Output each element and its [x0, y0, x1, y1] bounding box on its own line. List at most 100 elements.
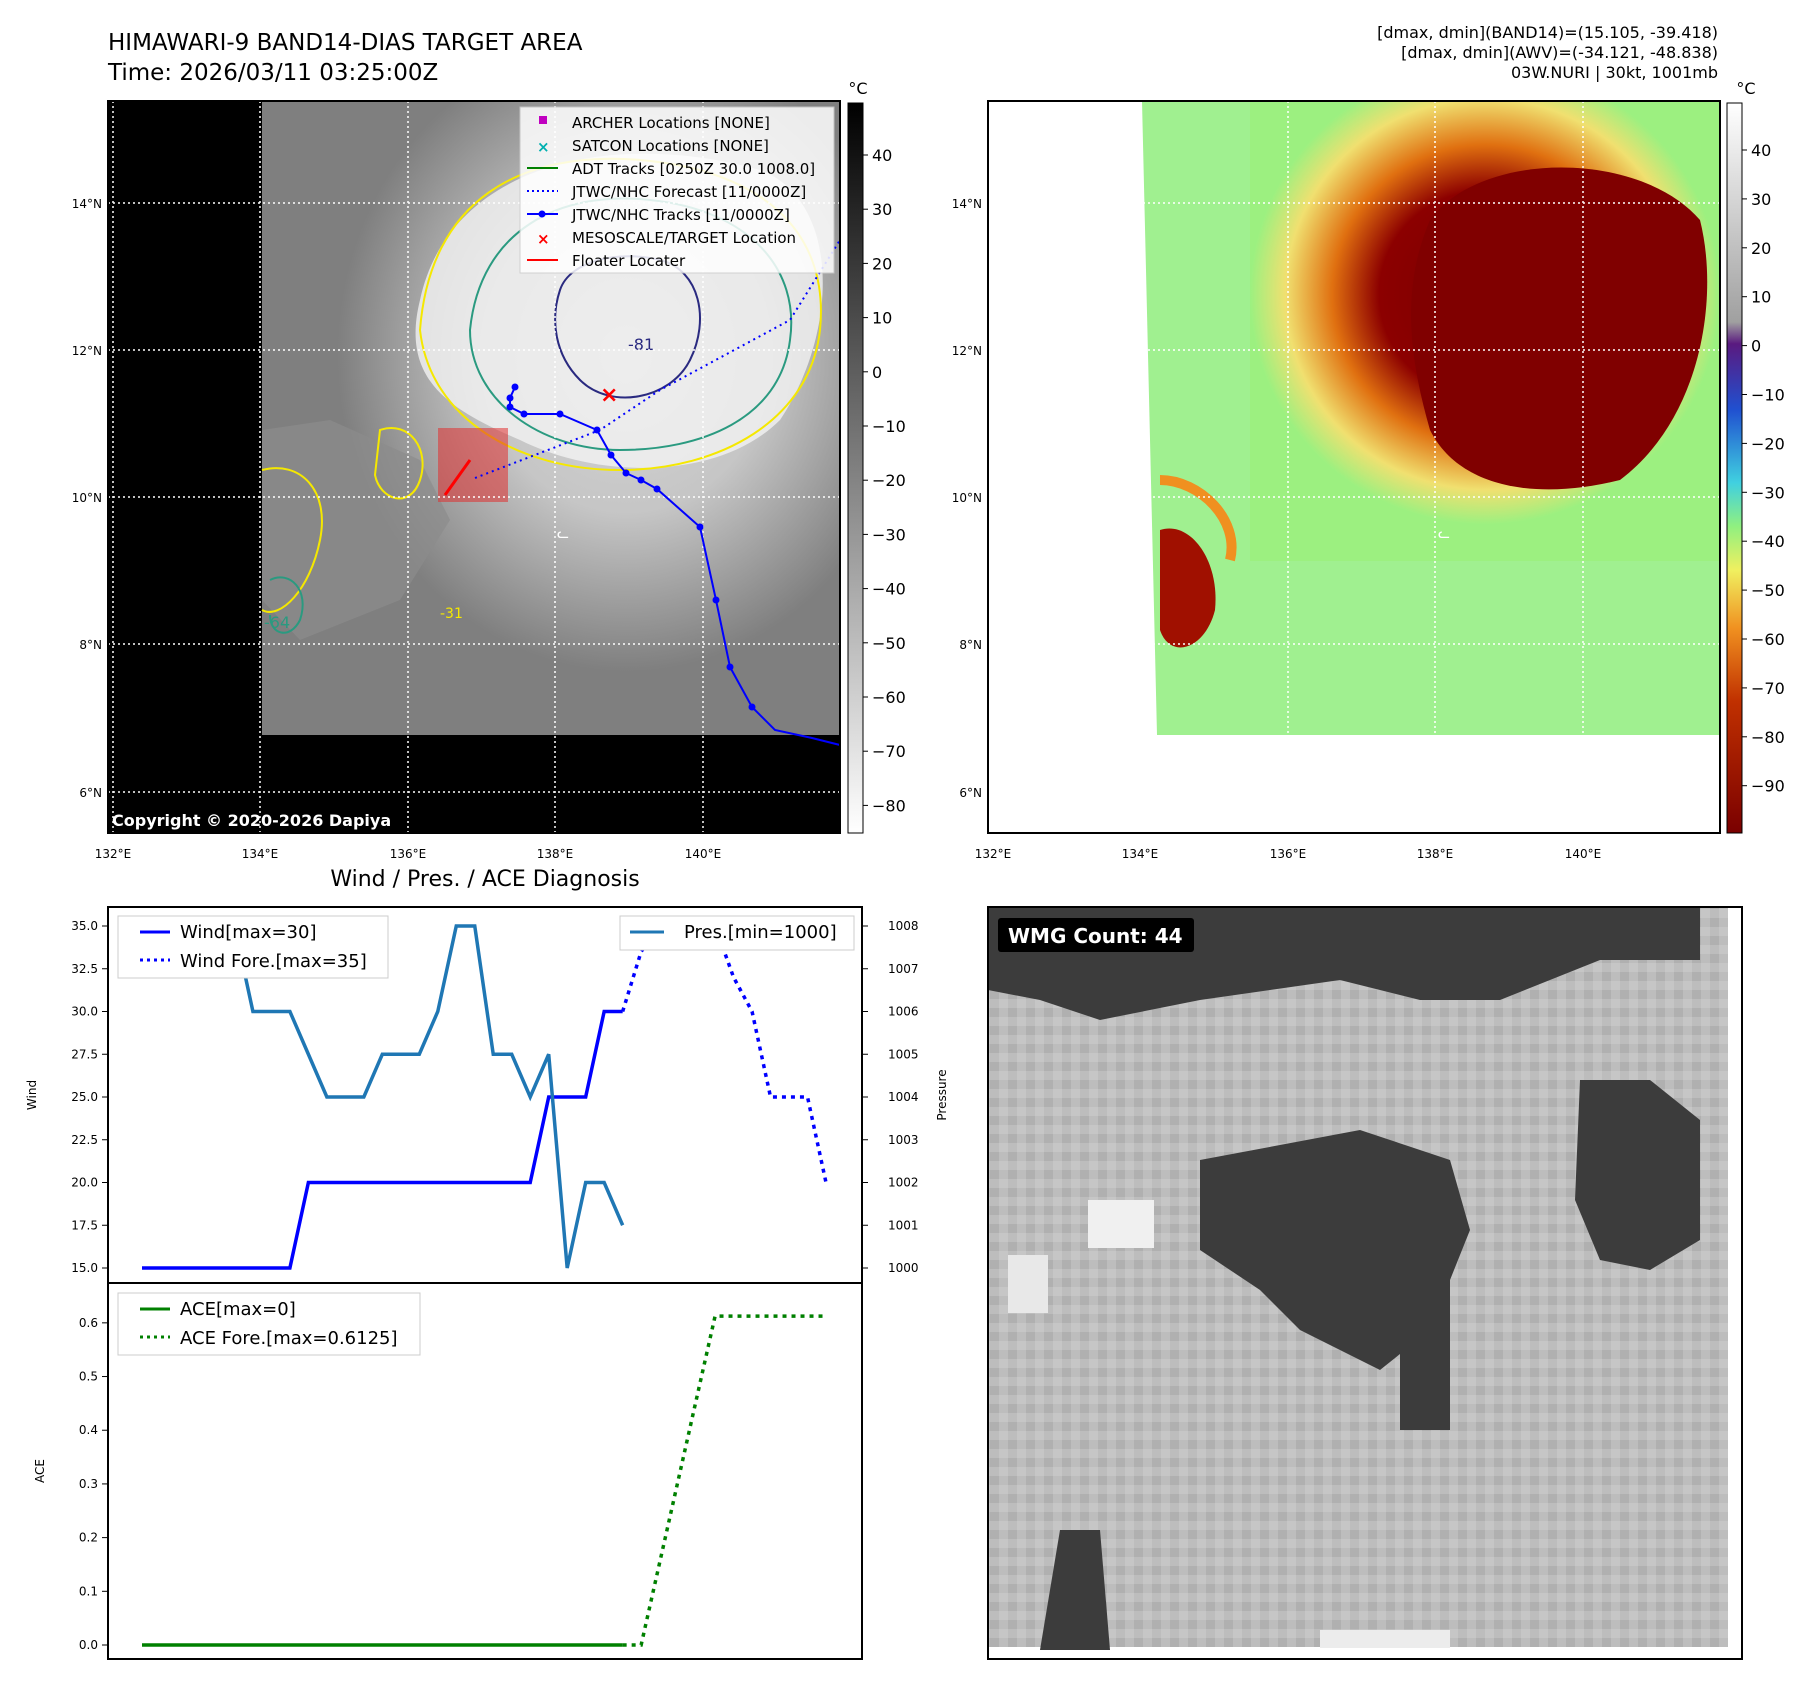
jtwc-forecast-line [474, 239, 841, 479]
gray-colorbar-gradient [847, 102, 864, 834]
track-dot-icon [538, 210, 546, 218]
legend-forecast: JTWC/NHC Forecast [11/0000Z] [571, 183, 806, 201]
floater-locator-line [443, 459, 472, 496]
gray-colorbar-tick-label: −50 [872, 634, 906, 653]
satcon-x-icon: × [537, 138, 550, 156]
color-map-lat-tick: 8°N [959, 638, 982, 652]
wind-y-tick-label: 35.0 [71, 919, 98, 933]
ace-y-tick-label: 0.4 [79, 1423, 98, 1437]
wmg-dark-region-sw [1040, 1530, 1110, 1650]
gray-colorbar-tick-label: −30 [872, 525, 906, 544]
ace-legend-label: ACE[max=0] [180, 1299, 296, 1320]
gray-colorbar-tick-label: −60 [872, 688, 906, 707]
wind-y-tick-label: 15.0 [71, 1261, 98, 1275]
stats-storm: 03W.NURI | 30kt, 1001mb [1511, 63, 1718, 82]
gray-colorbar-tick-label: 40 [872, 146, 892, 165]
contour-yellow-west [261, 467, 323, 613]
pressure-y-tick-label: 1007 [888, 962, 919, 976]
gray-colorbar-tick-label: 20 [872, 254, 892, 273]
jtwc-track-point [607, 451, 615, 459]
wind-y-tick-label: 20.0 [71, 1176, 98, 1190]
pressure-y-tick-label: 1003 [888, 1133, 919, 1147]
jtwc-track-point [506, 394, 514, 402]
ace-y-tick-label: 0.5 [79, 1370, 98, 1384]
diagnosis-title: Wind / Pres. / ACE Diagnosis [330, 867, 639, 892]
gray-map-lat-tick: 14°N [72, 197, 102, 211]
color-colorbar-unit: °C [1736, 79, 1755, 98]
ace-forecast-series-line [622, 1314, 826, 1647]
gray-map-lat-tick: 10°N [72, 491, 102, 505]
wmg-count-badge [998, 918, 1194, 952]
color-map-tick-labels: 132°E 134°E 136°E 138°E 140°E 14°N 12°N 10°N 8°N… [952, 197, 1602, 861]
color-map-lat-tick: 12°N [952, 344, 982, 358]
pressure-y-tick-label: 1002 [888, 1176, 919, 1190]
wmg-dark-region-south [1400, 1270, 1450, 1430]
color-colorbar-tick-label: −40 [1751, 532, 1785, 551]
ace-y-tick-label: 0.2 [79, 1531, 98, 1545]
color-map-gridlines [988, 101, 1720, 833]
jtwc-track-point [726, 663, 734, 671]
color-colorbar-tick-label: 30 [1751, 190, 1771, 209]
gray-map-cloud-west [262, 420, 450, 640]
color-colorbar-tick-label: 40 [1751, 141, 1771, 160]
wind-y-tick-label: 32.5 [71, 962, 98, 976]
wmg-frame [987, 906, 1743, 1660]
color-map-cold-core [1411, 167, 1708, 490]
legend-satcon: SATCON Locations [NONE] [572, 137, 769, 155]
jtwc-track-point [748, 703, 756, 711]
color-map-lon-tick: 134°E [1122, 847, 1159, 861]
wind-legend-label: Wind[max=30] [180, 922, 317, 943]
gray-map-lon-tick: 134°E [242, 847, 279, 861]
wmg-bright-patch-1 [1088, 1200, 1154, 1248]
stats-awv: [dmax, dmin](AWV)=(-34.121, -48.838) [1401, 43, 1718, 62]
pressure-y-tick-label: 1005 [888, 1047, 919, 1061]
ace-y-tick-label: 0.3 [79, 1477, 98, 1491]
color-colorbar-tick-label: 0 [1751, 337, 1761, 356]
color-map-panel: ᓚ 132°E 134°E 136°E 138°E 140°E 14°N 12°N 10°N 8… [952, 100, 1721, 861]
jtwc-track-point [506, 403, 514, 411]
color-map-lat-tick: 10°N [952, 491, 982, 505]
color-map-band-west [1159, 475, 1237, 562]
gray-map-tick-labels: 132°E 134°E 136°E 138°E 140°E 14°N 12°N 10°N 8°N… [72, 197, 722, 861]
gray-colorbar-tick-label: −80 [872, 796, 906, 815]
gray-colorbar-tick-label: −70 [872, 742, 906, 761]
ace-legend-box [117, 1292, 421, 1356]
wind-y-tick-label: 27.5 [71, 1047, 98, 1061]
gray-colorbar: °C 40 30 20 10 0 −10 −20 −30 −40 −50 −60 −70 −80 [847, 79, 906, 834]
color-map-lon-tick: 140°E [1565, 847, 1602, 861]
gray-map-lon-tick: 140°E [685, 847, 722, 861]
color-colorbar-tick-label: −50 [1751, 581, 1785, 600]
copyright: Copyright © 2020-2026 Dapiya [112, 811, 391, 830]
gray-colorbar-tick-label: 10 [872, 309, 892, 328]
gray-map-frame [107, 100, 841, 834]
legend-floater: Floater Locater [572, 252, 686, 270]
gray-colorbar-tick-label: −10 [872, 417, 906, 436]
jtwc-track-point [511, 383, 519, 391]
archer-square-icon [539, 116, 547, 124]
jtwc-track-point [622, 469, 630, 477]
pressure-y-tick-label: 1001 [888, 1218, 919, 1232]
wmg-bright-patch-2 [1008, 1255, 1048, 1313]
color-colorbar-tick-label: 10 [1751, 288, 1771, 307]
pressure-y-tick-label: 1004 [888, 1090, 919, 1104]
jtwc-track-point [637, 476, 645, 484]
ace-y-tick-label: 0.0 [79, 1638, 98, 1652]
ace-legend: ACE[max=0] ACE Fore.[max=0.6125] [117, 1292, 421, 1356]
wind-y-tick-label: 25.0 [71, 1090, 98, 1104]
color-colorbar-tick-label: −30 [1751, 483, 1785, 502]
target-x-icon: × [537, 230, 550, 248]
color-map-lon-tick: 136°E [1270, 847, 1307, 861]
color-colorbar-tick-label: −70 [1751, 679, 1785, 698]
wind-series-line [142, 1009, 623, 1270]
pressure-axis-label: Pressure [935, 1069, 949, 1120]
wind-y-tick-label: 22.5 [71, 1133, 98, 1147]
jtwc-track-point [653, 485, 661, 493]
color-colorbar-tick-label: 20 [1751, 239, 1771, 258]
jtwc-track-point [712, 596, 720, 604]
figure-time: Time: 2026/03/11 03:25:00Z [107, 60, 438, 86]
gray-map-legend: ARCHER Locations [NONE] × SATCON Locatio… [519, 106, 835, 274]
stats-band14: [dmax, dmin](BAND14)=(15.105, -39.418) [1377, 23, 1718, 42]
wind-forecast-series-line [620, 924, 828, 1183]
